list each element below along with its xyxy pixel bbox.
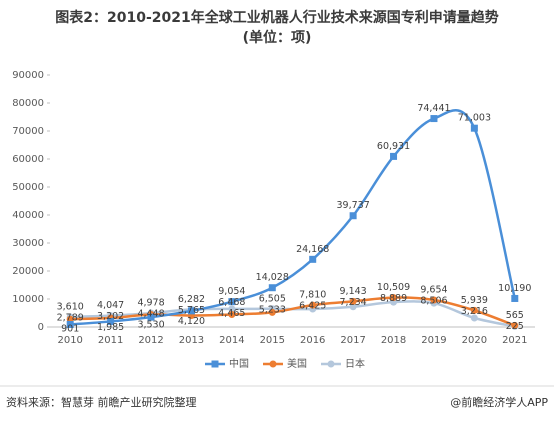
y-tick-label: 50000	[12, 182, 44, 193]
marker	[228, 298, 236, 306]
marker	[147, 313, 155, 321]
y-tick-label: 70000	[12, 126, 44, 137]
legend-marker	[327, 360, 335, 368]
data-label: 6,505	[259, 293, 286, 304]
series-line	[70, 109, 517, 326]
data-label: 39,737	[337, 200, 370, 211]
data-label: 9,654	[420, 284, 447, 295]
source: 资料来源：智慧芽 前瞻产业研究院整理	[6, 395, 197, 409]
data-label: 14,028	[256, 272, 289, 283]
data-label: 4,448	[137, 309, 164, 320]
y-tick-label: 30000	[12, 238, 44, 249]
x-tick-label: 2016	[300, 335, 325, 346]
data-label: 8,506	[420, 295, 447, 306]
data-label: 6,425	[299, 301, 326, 312]
data-label: 7,810	[299, 290, 326, 301]
y-tick-label: 40000	[12, 210, 44, 221]
x-tick-label: 2017	[340, 335, 365, 346]
legend-label: 日本	[345, 357, 365, 370]
y-tick-label: 20000	[12, 266, 44, 277]
x-tick-label: 2018	[381, 335, 406, 346]
x-tick-label: 2013	[179, 335, 204, 346]
data-label: 74,441	[417, 103, 450, 114]
marker	[390, 294, 398, 302]
marker	[228, 305, 236, 313]
marker	[268, 284, 276, 292]
x-tick-label: 2019	[421, 335, 446, 346]
data-label: 4,978	[137, 298, 164, 309]
marker	[349, 212, 357, 220]
legend-label: 美国	[287, 357, 307, 370]
marker	[470, 314, 478, 322]
legend-label: 中国	[229, 357, 249, 370]
data-label: 225	[506, 321, 524, 332]
marker	[430, 296, 438, 304]
data-label: 4,465	[218, 308, 245, 319]
y-tick-label: 90000	[12, 70, 44, 81]
data-label: 6,282	[178, 294, 205, 305]
marker	[268, 308, 276, 316]
data-label: 3,202	[97, 311, 124, 322]
data-label: 1,985	[97, 322, 124, 333]
data-label: 4,047	[97, 300, 124, 311]
marker	[309, 301, 317, 309]
data-label: 2,789	[57, 312, 84, 323]
marker	[511, 294, 519, 302]
data-label: 71,003	[458, 113, 491, 124]
marker	[107, 317, 115, 325]
data-label: 5,233	[259, 304, 286, 315]
data-label: 565	[506, 310, 524, 321]
y-tick-label: 60000	[12, 154, 44, 165]
data-label: 5,939	[461, 295, 488, 306]
credit: @前瞻经济学人APP	[450, 395, 548, 409]
marker	[66, 315, 74, 323]
data-label: 10,509	[377, 282, 410, 293]
data-label: 5,765	[178, 305, 205, 316]
x-tick-label: 2014	[219, 335, 244, 346]
marker	[470, 124, 478, 132]
data-label: 4,120	[178, 316, 205, 327]
data-label: 60,931	[377, 141, 410, 152]
marker	[430, 115, 438, 123]
marker	[349, 303, 357, 311]
data-label: 7,234	[340, 297, 367, 308]
data-label: 10,190	[498, 283, 531, 294]
data-label: 901	[61, 323, 79, 334]
y-tick-label: 80000	[12, 98, 44, 109]
legend-marker	[269, 360, 277, 368]
marker	[309, 255, 317, 263]
chart-subtitle: (单位：项)	[243, 29, 312, 46]
chart-title: 图表2：2010-2021年全球工业机器人行业技术来源国专利申请量趋势	[55, 9, 498, 26]
marker	[390, 152, 398, 160]
data-label: 9,143	[340, 286, 367, 297]
x-tick-label: 2012	[138, 335, 163, 346]
marker	[228, 310, 236, 318]
x-tick-label: 2010	[57, 335, 82, 346]
data-label: 3,216	[461, 306, 488, 317]
x-tick-label: 2015	[260, 335, 285, 346]
data-label: 24,168	[296, 244, 329, 255]
data-label: 6,468	[218, 297, 245, 308]
y-tick-label: 10000	[12, 294, 44, 305]
y-tick-label: 0	[38, 322, 44, 333]
marker	[349, 297, 357, 305]
data-label: 3,610	[57, 301, 84, 312]
data-label: 3,530	[137, 320, 164, 331]
legend-marker	[211, 360, 219, 368]
marker	[66, 320, 74, 328]
x-tick-label: 2020	[462, 335, 487, 346]
data-label: 9,054	[218, 286, 245, 297]
marker	[187, 307, 195, 315]
data-label: 8,889	[380, 293, 407, 304]
marker	[511, 321, 519, 329]
marker	[470, 306, 478, 314]
x-tick-label: 2011	[98, 335, 123, 346]
x-tick-label: 2021	[502, 335, 527, 346]
